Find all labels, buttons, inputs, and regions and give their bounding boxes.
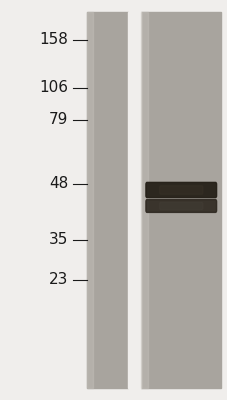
FancyBboxPatch shape — [159, 186, 202, 194]
FancyBboxPatch shape — [159, 202, 202, 210]
Bar — [86, 12, 127, 388]
Text: 106: 106 — [39, 80, 68, 96]
Bar — [141, 12, 220, 388]
Text: 48: 48 — [49, 176, 68, 192]
Text: 158: 158 — [39, 32, 68, 48]
Bar — [127, 12, 141, 388]
Bar — [141, 12, 147, 388]
FancyBboxPatch shape — [145, 200, 216, 212]
Text: 23: 23 — [49, 272, 68, 288]
Text: 79: 79 — [49, 112, 68, 128]
Text: 35: 35 — [49, 232, 68, 248]
FancyBboxPatch shape — [145, 182, 216, 198]
Bar — [86, 12, 92, 388]
